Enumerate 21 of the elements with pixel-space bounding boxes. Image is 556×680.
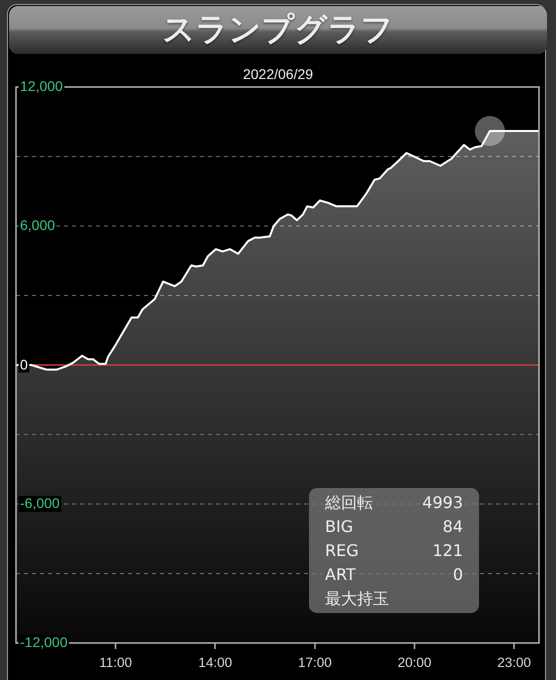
annotation: ART xyxy=(325,565,356,585)
annotation: 0 xyxy=(452,565,463,585)
x-tick-label: 14:00 xyxy=(198,654,232,670)
x-tick-label: 17:00 xyxy=(298,654,332,670)
y-tick-label: -6,000 xyxy=(20,495,60,511)
annotation: BIG xyxy=(325,517,354,537)
x-tick-label: 11:00 xyxy=(99,654,132,670)
annotation: 総回転 xyxy=(325,493,373,513)
annotation: 121 xyxy=(432,541,463,561)
annotation: 最大持玉 xyxy=(325,589,389,609)
annotation: REG xyxy=(325,541,359,561)
annotation: 4993 xyxy=(422,493,463,513)
x-tick-label: 20:00 xyxy=(398,654,432,670)
chart-subtitle: 2022/06/29 xyxy=(242,66,314,83)
y-tick-label: 12,000 xyxy=(20,78,64,94)
chart-title: スランプグラフ xyxy=(162,9,394,49)
y-tick-label: -12,000 xyxy=(20,634,68,650)
y-tick-label: 6,000 xyxy=(20,217,56,233)
y-tick-label: 0 xyxy=(20,356,28,372)
annotation: 84 xyxy=(442,517,463,537)
x-tick-label: 23:00 xyxy=(497,654,531,670)
